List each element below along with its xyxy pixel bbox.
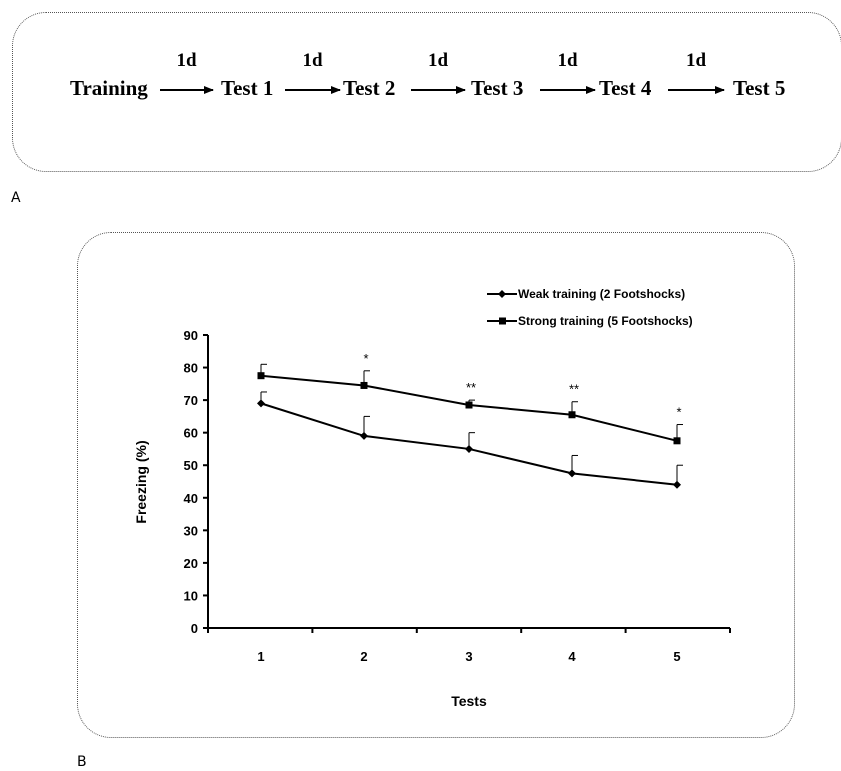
significance-marker: * xyxy=(676,405,681,420)
data-point-square xyxy=(568,411,576,419)
y-tick-label: 70 xyxy=(184,393,198,408)
timeline-step: Test 4 xyxy=(599,76,652,100)
x-tick-label: 5 xyxy=(673,649,680,664)
x-axis-title: Tests xyxy=(451,693,487,709)
x-tick-label: 3 xyxy=(465,649,472,664)
interval-label: 1d xyxy=(686,50,707,71)
y-tick-label: 40 xyxy=(184,491,198,506)
timeline-step: Test 2 xyxy=(343,76,395,100)
data-point-diamond xyxy=(257,399,265,408)
x-tick-label: 1 xyxy=(257,649,264,664)
data-point-square xyxy=(673,437,681,445)
y-tick-label: 60 xyxy=(184,426,198,441)
timeline-step: Test 5 xyxy=(733,76,785,100)
data-point-diamond xyxy=(673,480,681,489)
y-tick-label: 30 xyxy=(184,523,198,538)
timeline-step: Training xyxy=(70,76,148,100)
x-tick-label: 2 xyxy=(360,649,367,664)
significance-marker: * xyxy=(363,351,368,366)
interval-label: 1d xyxy=(428,50,449,71)
interval-label: 1d xyxy=(557,50,578,71)
significance-marker: ** xyxy=(466,380,476,395)
panel-a-label: A xyxy=(11,190,21,206)
x-tick-label: 4 xyxy=(568,649,576,664)
y-tick-label: 10 xyxy=(184,588,198,603)
data-point-diamond xyxy=(360,431,368,440)
timeline-panel xyxy=(12,12,841,172)
chart-panel xyxy=(77,232,795,738)
timeline-step: Test 1 xyxy=(221,76,273,100)
interval-label: 1d xyxy=(176,50,197,71)
y-tick-label: 0 xyxy=(191,621,198,636)
significance-marker: ** xyxy=(569,382,579,397)
y-tick-label: 50 xyxy=(184,458,198,473)
y-tick-label: 90 xyxy=(184,328,198,343)
data-point-square xyxy=(360,381,368,389)
y-tick-label: 20 xyxy=(184,556,198,571)
y-axis-title: Freezing (%) xyxy=(133,440,149,523)
panel-b-label: B xyxy=(77,754,87,770)
y-tick-label: 80 xyxy=(184,361,198,376)
data-point-square xyxy=(465,401,473,409)
data-point-square xyxy=(257,372,265,380)
timeline-diagram: Training Test 1 Test 2 Test 3 Test 4 Test 5 1… xyxy=(70,50,785,100)
data-point-diamond xyxy=(465,444,473,453)
legend-label: Weak training (2 Footshocks) xyxy=(518,287,685,301)
interval-label: 1d xyxy=(302,50,323,71)
legend-marker-diamond xyxy=(498,290,506,298)
legend-label: Strong training (5 Footshocks) xyxy=(518,314,693,328)
timeline-step: Test 3 xyxy=(471,76,523,100)
data-point-diamond xyxy=(568,469,576,478)
legend-marker-square xyxy=(499,317,506,325)
